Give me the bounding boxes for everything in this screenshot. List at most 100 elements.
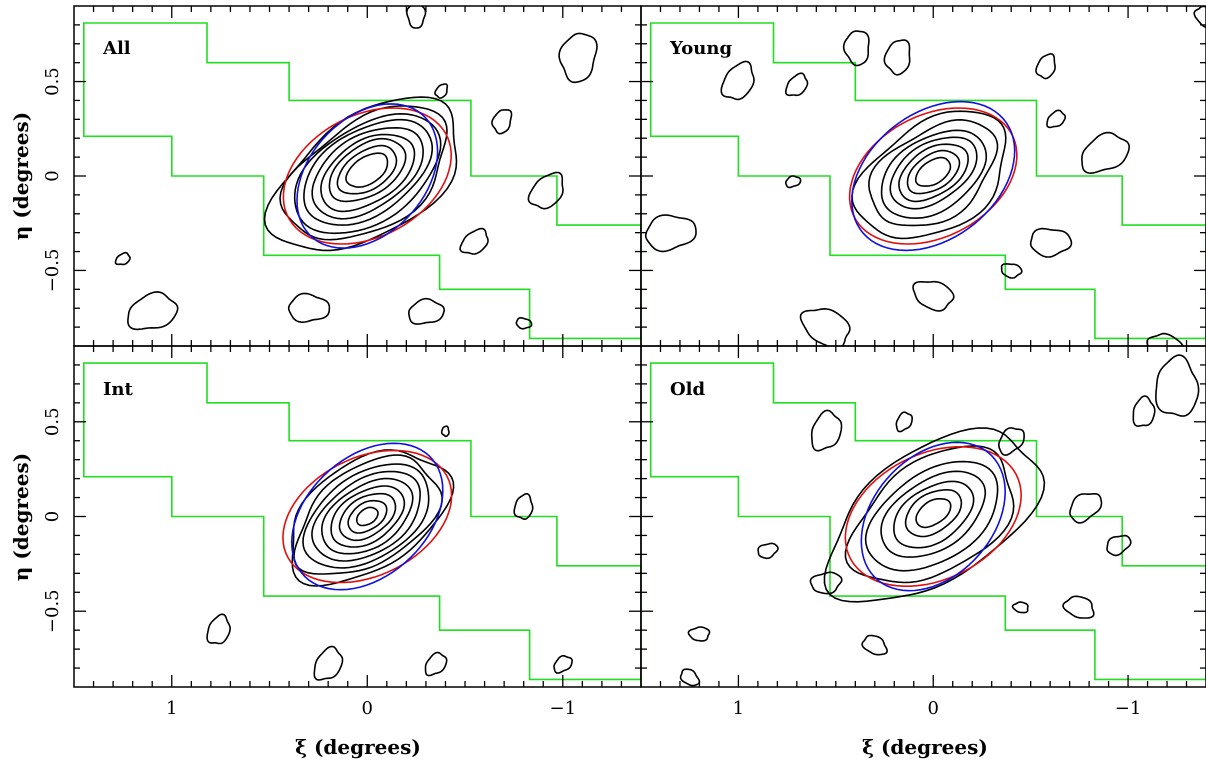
contour-island: [114, 251, 131, 266]
panel-label-all: All: [102, 38, 131, 59]
contour-island: [809, 571, 843, 595]
contour-island: [1132, 395, 1156, 427]
contour-island: [842, 30, 870, 67]
x-tick-label: 0: [928, 698, 939, 719]
contour-island: [440, 425, 450, 438]
ellipse-red: [282, 449, 453, 584]
contour-island: [513, 493, 534, 521]
contour-island: [687, 626, 711, 642]
contour-level: [906, 149, 961, 195]
footprint-outline: [83, 362, 641, 681]
y-tick-label: 0: [42, 511, 63, 522]
x-tick-label: −1: [1115, 698, 1142, 719]
contour-island: [313, 645, 344, 681]
contour-island: [861, 634, 888, 656]
contour-island: [1069, 493, 1103, 524]
x-tick-label: 0: [362, 698, 373, 719]
contour-island: [558, 32, 598, 84]
contour-level: [889, 136, 978, 210]
contour-level: [336, 144, 398, 195]
contour-island: [1029, 227, 1073, 258]
contour-level: [851, 110, 1007, 240]
y-tick-label: 0: [42, 170, 63, 181]
contour-island: [1155, 354, 1200, 417]
contour-level: [320, 133, 416, 213]
contour-island: [459, 227, 489, 255]
ellipse-red: [282, 107, 453, 245]
contour-level: [864, 460, 999, 572]
y-axis-label-top: η (degrees): [9, 112, 33, 240]
contour-level: [823, 427, 1046, 603]
x-tick-label: −1: [550, 698, 577, 719]
contour-island: [206, 613, 231, 645]
x-tick-label: 1: [733, 698, 744, 719]
contour-level: [868, 118, 999, 227]
contour-level: [320, 477, 414, 555]
panel-all: −0.5 0 0.5: [42, 5, 642, 347]
contour-level: [893, 480, 975, 549]
contour-level: [898, 143, 969, 203]
panel-label-int: Int: [103, 379, 134, 400]
contour-island: [1062, 595, 1095, 619]
x-tick-label: 1: [166, 698, 177, 719]
contour-level: [293, 112, 442, 235]
contour-island: [424, 651, 448, 677]
contour-island: [515, 317, 533, 330]
y-tick-label: 0.5: [42, 67, 63, 96]
footprint-outline: [649, 362, 1206, 681]
y-axis-label-bottom: η (degrees): [9, 453, 33, 581]
contour-island: [895, 411, 913, 433]
contour-level: [914, 156, 952, 187]
contour-island: [679, 668, 701, 687]
contour-level: [303, 118, 433, 226]
ellipse-blue: [860, 441, 1007, 592]
y-tick-label: 0.5: [42, 407, 63, 436]
contour-island: [1106, 534, 1132, 557]
panel-old: 1 0 −1: [640, 345, 1206, 719]
contour-level: [880, 129, 988, 219]
contour-island: [799, 307, 851, 346]
contour-island: [757, 542, 779, 560]
contour-island: [997, 427, 1025, 456]
contour-level: [345, 152, 389, 188]
contour-island: [912, 280, 955, 312]
footprint-outline: [649, 22, 1206, 340]
contour-level: [311, 126, 424, 220]
contour-level: [302, 463, 430, 569]
footprint-outline: [83, 22, 641, 340]
contour-island: [720, 60, 755, 101]
contour-level: [880, 470, 987, 558]
contour-level: [904, 489, 963, 538]
contour-level: [293, 454, 443, 575]
contour-level: [330, 485, 406, 548]
contour-island: [883, 39, 911, 76]
contour-island: [1000, 262, 1023, 279]
contour-island: [785, 175, 802, 189]
contour-island: [407, 297, 446, 325]
x-axis-label-right: ξ (degrees): [862, 735, 988, 759]
y-tick-label: −0.5: [42, 249, 63, 293]
ellipse-red: [844, 446, 1023, 587]
contour-island: [491, 109, 513, 135]
x-axis-label-left: ξ (degrees): [295, 735, 421, 759]
contour-island: [644, 214, 697, 253]
contour-island: [1146, 332, 1184, 346]
contour-island: [785, 72, 809, 97]
contour-level: [279, 105, 448, 241]
contour-island: [810, 409, 843, 452]
contour-island: [434, 83, 449, 99]
y-tick-label: −0.5: [42, 589, 63, 633]
contour-island: [287, 292, 331, 324]
contour-island: [527, 171, 564, 210]
contour-level: [915, 498, 952, 529]
contour-level: [338, 492, 397, 542]
panel-label-young: Young: [669, 38, 732, 59]
contour-level: [844, 445, 1015, 584]
contour-island: [1035, 53, 1056, 80]
ellipse-blue: [850, 100, 1016, 252]
contour-island: [1081, 131, 1131, 175]
panel-label-old: Old: [670, 379, 706, 400]
contour-island: [1011, 601, 1029, 614]
contour-level: [263, 96, 458, 252]
